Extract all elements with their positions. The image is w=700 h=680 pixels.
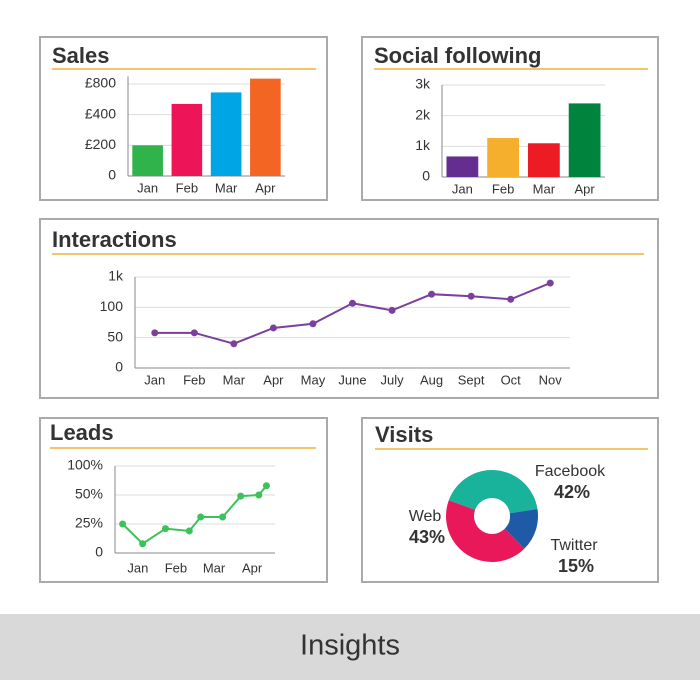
x-tick-label: Nov [539, 372, 563, 387]
y-tick-label: £800 [85, 75, 116, 91]
footer-title: Insights [300, 630, 400, 662]
x-tick-label: June [338, 372, 366, 387]
slice-label: Web [409, 508, 442, 525]
panel-title: Social following [374, 43, 541, 68]
x-tick-label: Jan [127, 560, 148, 575]
point [428, 290, 436, 298]
x-tick-label: Feb [176, 180, 198, 195]
y-tick-label: 0 [108, 167, 116, 183]
y-tick-label: 100 [100, 298, 124, 314]
point [309, 320, 317, 328]
x-tick-label: Jan [137, 180, 158, 195]
x-tick-label: Mar [223, 372, 246, 387]
point [139, 540, 147, 548]
y-tick-label: 0 [422, 168, 430, 184]
y-tick-label: 50 [107, 328, 123, 344]
panel [39, 417, 328, 583]
bar [250, 78, 281, 176]
panel-title: Interactions [52, 227, 177, 252]
y-tick-label: 2k [415, 106, 431, 122]
x-tick-label: Apr [575, 181, 596, 196]
x-tick-label: Apr [255, 180, 276, 195]
x-tick-label: Jan [452, 181, 473, 196]
bar [527, 143, 560, 177]
x-tick-label: Feb [492, 181, 514, 196]
x-tick-label: Aug [420, 372, 443, 387]
x-tick-label: Feb [183, 372, 205, 387]
slice-value: 43% [409, 527, 445, 547]
bar [446, 156, 479, 177]
x-tick-label: Jan [144, 372, 165, 387]
point [262, 482, 270, 490]
point [388, 306, 396, 314]
panel-title: Visits [375, 422, 433, 447]
point [161, 525, 169, 533]
point [230, 340, 238, 348]
panel-title: Sales [52, 43, 110, 68]
point [349, 299, 356, 307]
y-tick-label: 100% [67, 457, 103, 473]
point [119, 520, 127, 528]
x-tick-label: July [380, 372, 404, 387]
pie-slice [504, 508, 538, 549]
y-tick-label: 50% [75, 486, 103, 502]
bar [132, 145, 163, 176]
point [269, 324, 277, 332]
y-tick-label: £200 [85, 136, 116, 152]
y-tick-label: £400 [85, 105, 116, 121]
point [197, 513, 205, 521]
footer-bar [0, 614, 700, 680]
x-tick-label: Apr [263, 372, 284, 387]
y-tick-label: 1k [108, 268, 124, 284]
x-tick-label: Mar [533, 181, 556, 196]
y-tick-label: 0 [115, 359, 123, 375]
x-tick-label: Sept [458, 372, 485, 387]
bar [210, 92, 242, 176]
slice-label: Facebook [535, 463, 606, 480]
pie-slice [448, 469, 538, 514]
point [185, 527, 193, 535]
x-tick-label: May [301, 372, 326, 387]
y-tick-label: 1k [415, 137, 431, 153]
panel-title: Leads [50, 420, 114, 445]
bar [487, 138, 520, 177]
x-tick-label: Mar [203, 560, 226, 575]
point [237, 492, 245, 500]
slice-value: 42% [554, 482, 590, 502]
y-tick-label: 3k [415, 76, 431, 92]
point [467, 292, 475, 300]
bar [568, 103, 601, 177]
point [151, 329, 159, 337]
point [219, 513, 227, 521]
x-tick-label: Oct [501, 372, 522, 387]
slice-label: Twitter [550, 537, 598, 554]
point [255, 491, 263, 499]
slice-value: 15% [558, 556, 594, 576]
y-tick-label: 0 [95, 544, 103, 560]
x-tick-label: Apr [242, 560, 263, 575]
point [546, 279, 554, 287]
point [507, 295, 515, 303]
bar [171, 103, 203, 176]
pie-slice [446, 500, 525, 562]
point [190, 329, 198, 337]
x-tick-label: Mar [215, 180, 238, 195]
y-tick-label: 25% [75, 515, 103, 531]
x-tick-label: Feb [165, 560, 187, 575]
